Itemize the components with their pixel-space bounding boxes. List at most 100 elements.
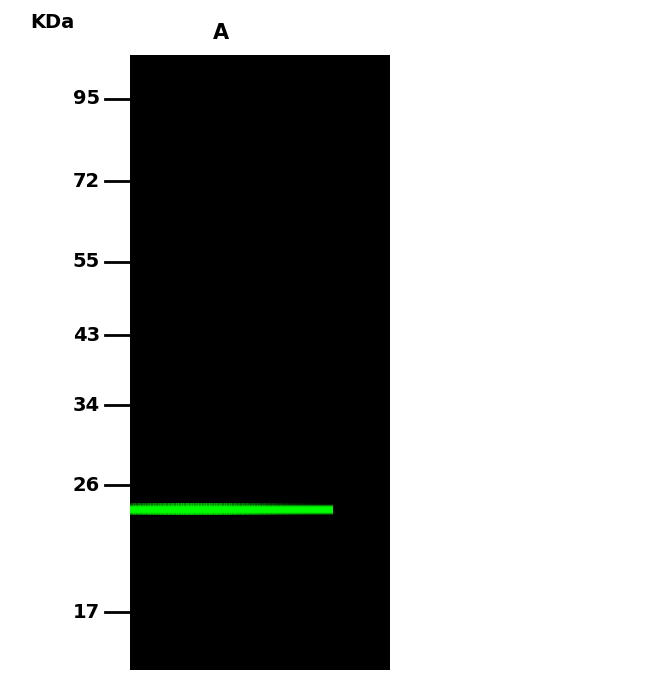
Bar xyxy=(130,504,333,505)
Bar xyxy=(249,503,253,515)
Bar xyxy=(305,503,309,515)
Bar xyxy=(229,503,233,515)
Bar xyxy=(130,511,333,512)
Bar xyxy=(178,503,182,515)
Bar xyxy=(130,512,333,513)
Bar xyxy=(237,503,240,515)
Bar xyxy=(191,503,194,515)
Bar xyxy=(130,509,333,511)
Bar xyxy=(130,511,333,513)
Bar xyxy=(148,503,151,515)
Bar xyxy=(130,507,333,509)
Bar xyxy=(130,511,333,512)
Bar xyxy=(234,503,237,515)
Bar xyxy=(130,509,333,510)
Bar xyxy=(231,503,235,515)
Bar xyxy=(196,503,200,515)
Bar xyxy=(133,503,136,515)
Bar xyxy=(130,513,333,514)
Bar xyxy=(262,503,265,515)
Bar xyxy=(130,505,333,506)
Bar xyxy=(130,511,333,513)
Bar xyxy=(130,514,333,515)
Bar xyxy=(130,504,333,506)
Bar xyxy=(130,506,333,507)
Bar xyxy=(328,503,332,515)
Bar xyxy=(318,503,321,515)
Bar xyxy=(130,513,333,514)
Bar xyxy=(257,503,260,515)
Bar xyxy=(130,509,333,511)
Bar xyxy=(313,503,316,515)
Bar xyxy=(203,503,207,515)
Bar xyxy=(287,503,291,515)
Bar xyxy=(254,503,258,515)
Bar xyxy=(310,503,313,515)
Text: 55: 55 xyxy=(73,252,100,272)
Bar xyxy=(130,509,333,511)
Bar xyxy=(280,503,283,515)
Bar xyxy=(285,503,288,515)
Bar xyxy=(130,510,333,511)
Bar xyxy=(130,514,333,515)
Bar xyxy=(153,503,157,515)
Bar xyxy=(183,503,187,515)
Bar xyxy=(130,508,333,509)
Bar xyxy=(130,507,333,508)
Bar xyxy=(214,503,217,515)
Bar xyxy=(150,503,154,515)
Bar xyxy=(130,505,333,507)
Bar xyxy=(130,513,333,514)
Bar xyxy=(130,507,333,509)
Bar xyxy=(267,503,270,515)
Bar xyxy=(206,503,209,515)
Bar xyxy=(130,506,333,507)
Bar xyxy=(198,503,202,515)
Bar xyxy=(166,503,169,515)
Bar xyxy=(307,503,311,515)
Text: 72: 72 xyxy=(73,172,100,191)
Bar xyxy=(181,503,184,515)
Bar xyxy=(226,503,230,515)
Bar xyxy=(168,503,172,515)
Bar xyxy=(300,503,304,515)
Bar xyxy=(130,512,333,513)
Bar xyxy=(173,503,177,515)
Bar xyxy=(158,503,161,515)
Text: 43: 43 xyxy=(73,325,100,345)
Bar xyxy=(322,503,326,515)
Bar xyxy=(218,503,222,515)
Bar xyxy=(194,503,197,515)
Bar xyxy=(163,503,166,515)
Bar xyxy=(130,513,333,514)
Bar xyxy=(315,503,318,515)
Bar xyxy=(130,512,333,513)
Bar xyxy=(130,507,333,508)
Bar xyxy=(161,503,164,515)
Bar xyxy=(186,503,189,515)
Bar xyxy=(130,511,333,513)
Bar xyxy=(170,503,174,515)
Bar xyxy=(130,503,133,515)
Bar xyxy=(130,507,333,508)
Bar xyxy=(140,503,144,515)
Bar xyxy=(270,503,273,515)
Bar xyxy=(130,511,333,512)
Bar xyxy=(135,503,138,515)
Bar xyxy=(145,503,149,515)
Bar xyxy=(209,503,212,515)
Bar xyxy=(221,503,225,515)
Bar xyxy=(224,503,228,515)
Bar xyxy=(130,505,333,507)
Text: A: A xyxy=(213,23,229,43)
Bar xyxy=(130,513,333,515)
Bar xyxy=(130,509,333,510)
Bar xyxy=(325,503,329,515)
Text: 34: 34 xyxy=(73,396,100,415)
Bar xyxy=(239,503,242,515)
Bar xyxy=(130,509,333,510)
Bar xyxy=(320,503,324,515)
Bar xyxy=(176,503,179,515)
Bar xyxy=(201,503,205,515)
Bar xyxy=(246,503,250,515)
